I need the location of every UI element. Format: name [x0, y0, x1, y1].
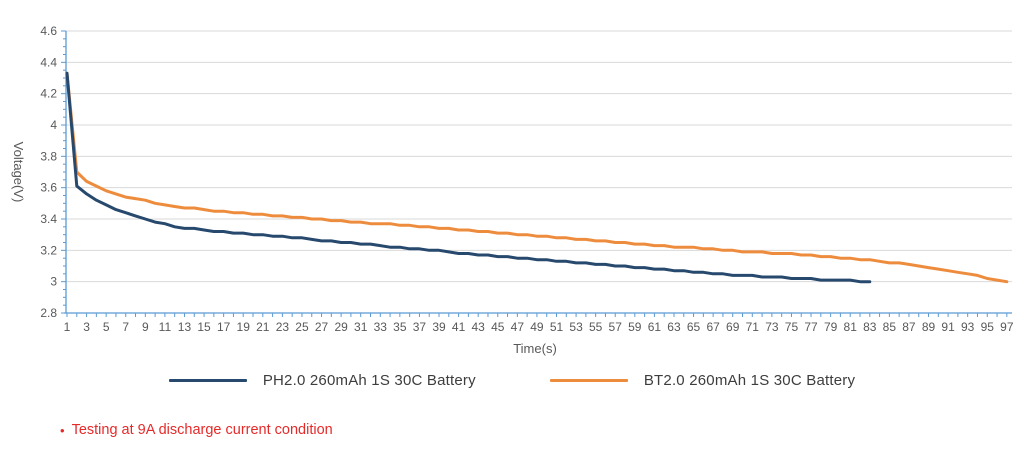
- svg-text:1: 1: [64, 320, 71, 334]
- svg-text:41: 41: [452, 320, 466, 334]
- legend-item-bt20: BT2.0 260mAh 1S 30C Battery: [549, 372, 856, 389]
- legend-label-bt20: BT2.0 260mAh 1S 30C Battery: [643, 372, 856, 389]
- svg-text:3.2: 3.2: [40, 243, 57, 257]
- svg-text:3: 3: [83, 320, 90, 334]
- svg-text:27: 27: [315, 320, 329, 334]
- svg-text:25: 25: [295, 320, 309, 334]
- svg-text:Voltage(V): Voltage(V): [11, 142, 26, 203]
- svg-text:43: 43: [472, 320, 486, 334]
- svg-text:5: 5: [103, 320, 110, 334]
- svg-text:37: 37: [413, 320, 427, 334]
- svg-text:7: 7: [122, 320, 129, 334]
- svg-text:2.8: 2.8: [40, 306, 57, 320]
- svg-text:39: 39: [432, 320, 446, 334]
- svg-text:35: 35: [393, 320, 407, 334]
- svg-text:81: 81: [844, 320, 858, 334]
- svg-text:63: 63: [667, 320, 681, 334]
- svg-text:49: 49: [530, 320, 544, 334]
- svg-text:9: 9: [142, 320, 149, 334]
- svg-text:89: 89: [922, 320, 936, 334]
- svg-text:83: 83: [863, 320, 877, 334]
- svg-text:21: 21: [256, 320, 270, 334]
- svg-text:53: 53: [569, 320, 583, 334]
- legend-item-ph20: PH2.0 260mAh 1S 30C Battery: [168, 372, 476, 389]
- svg-text:Time(s): Time(s): [513, 341, 557, 356]
- note-text: Testing at 9A discharge current conditio…: [71, 422, 333, 438]
- svg-text:4.2: 4.2: [40, 87, 57, 101]
- svg-text:73: 73: [765, 320, 779, 334]
- svg-text:13: 13: [178, 320, 192, 334]
- svg-text:11: 11: [159, 320, 172, 334]
- svg-text:47: 47: [511, 320, 525, 334]
- svg-text:57: 57: [609, 320, 623, 334]
- discharge-chart: 2.833.23.43.63.844.24.44.61 3 5 7 9 11 13 15 17 1…: [11, 24, 1014, 356]
- svg-text:33: 33: [374, 320, 388, 334]
- chart-area: 2.8 3 3.2 3.4 3.6 3.8 4 4.2 4.4 4.6 1 3 5 7 9 11 13 15 17 1…: [11, 24, 1014, 356]
- svg-text:55: 55: [589, 320, 603, 334]
- svg-text:97: 97: [1000, 320, 1014, 334]
- note-bullet-icon: •: [60, 422, 65, 438]
- svg-text:85: 85: [883, 320, 897, 334]
- svg-text:45: 45: [491, 320, 505, 334]
- svg-text:4.6: 4.6: [40, 24, 57, 38]
- svg-text:71: 71: [746, 320, 760, 334]
- svg-text:17: 17: [217, 320, 231, 334]
- svg-text:77: 77: [804, 320, 818, 334]
- svg-text:3.4: 3.4: [40, 212, 57, 226]
- svg-text:4: 4: [50, 118, 57, 132]
- svg-text:15: 15: [197, 320, 211, 334]
- legend-swatch-bt20-icon: [549, 379, 628, 382]
- svg-text:75: 75: [785, 320, 799, 334]
- legend-label-ph20: PH2.0 260mAh 1S 30C Battery: [262, 372, 476, 389]
- svg-text:3.6: 3.6: [40, 181, 57, 195]
- testing-note: • Testing at 9A discharge current condit…: [60, 422, 333, 438]
- svg-text:31: 31: [354, 320, 368, 334]
- svg-text:95: 95: [981, 320, 995, 334]
- svg-text:79: 79: [824, 320, 838, 334]
- svg-text:23: 23: [276, 320, 290, 334]
- svg-text:19: 19: [237, 320, 251, 334]
- svg-text:51: 51: [550, 320, 564, 334]
- svg-text:4.4: 4.4: [40, 55, 57, 69]
- legend-swatch-ph20-icon: [168, 379, 247, 382]
- svg-text:69: 69: [726, 320, 740, 334]
- svg-text:59: 59: [628, 320, 642, 334]
- svg-text:65: 65: [687, 320, 701, 334]
- svg-text:87: 87: [902, 320, 916, 334]
- svg-text:3: 3: [50, 275, 57, 289]
- svg-text:67: 67: [706, 320, 720, 334]
- svg-text:3.8: 3.8: [40, 149, 57, 163]
- svg-text:93: 93: [961, 320, 975, 334]
- svg-text:61: 61: [648, 320, 662, 334]
- chart-legend: PH2.0 260mAh 1S 30C Battery BT2.0 260mAh…: [0, 372, 1024, 389]
- svg-text:29: 29: [334, 320, 348, 334]
- svg-text:91: 91: [941, 320, 955, 334]
